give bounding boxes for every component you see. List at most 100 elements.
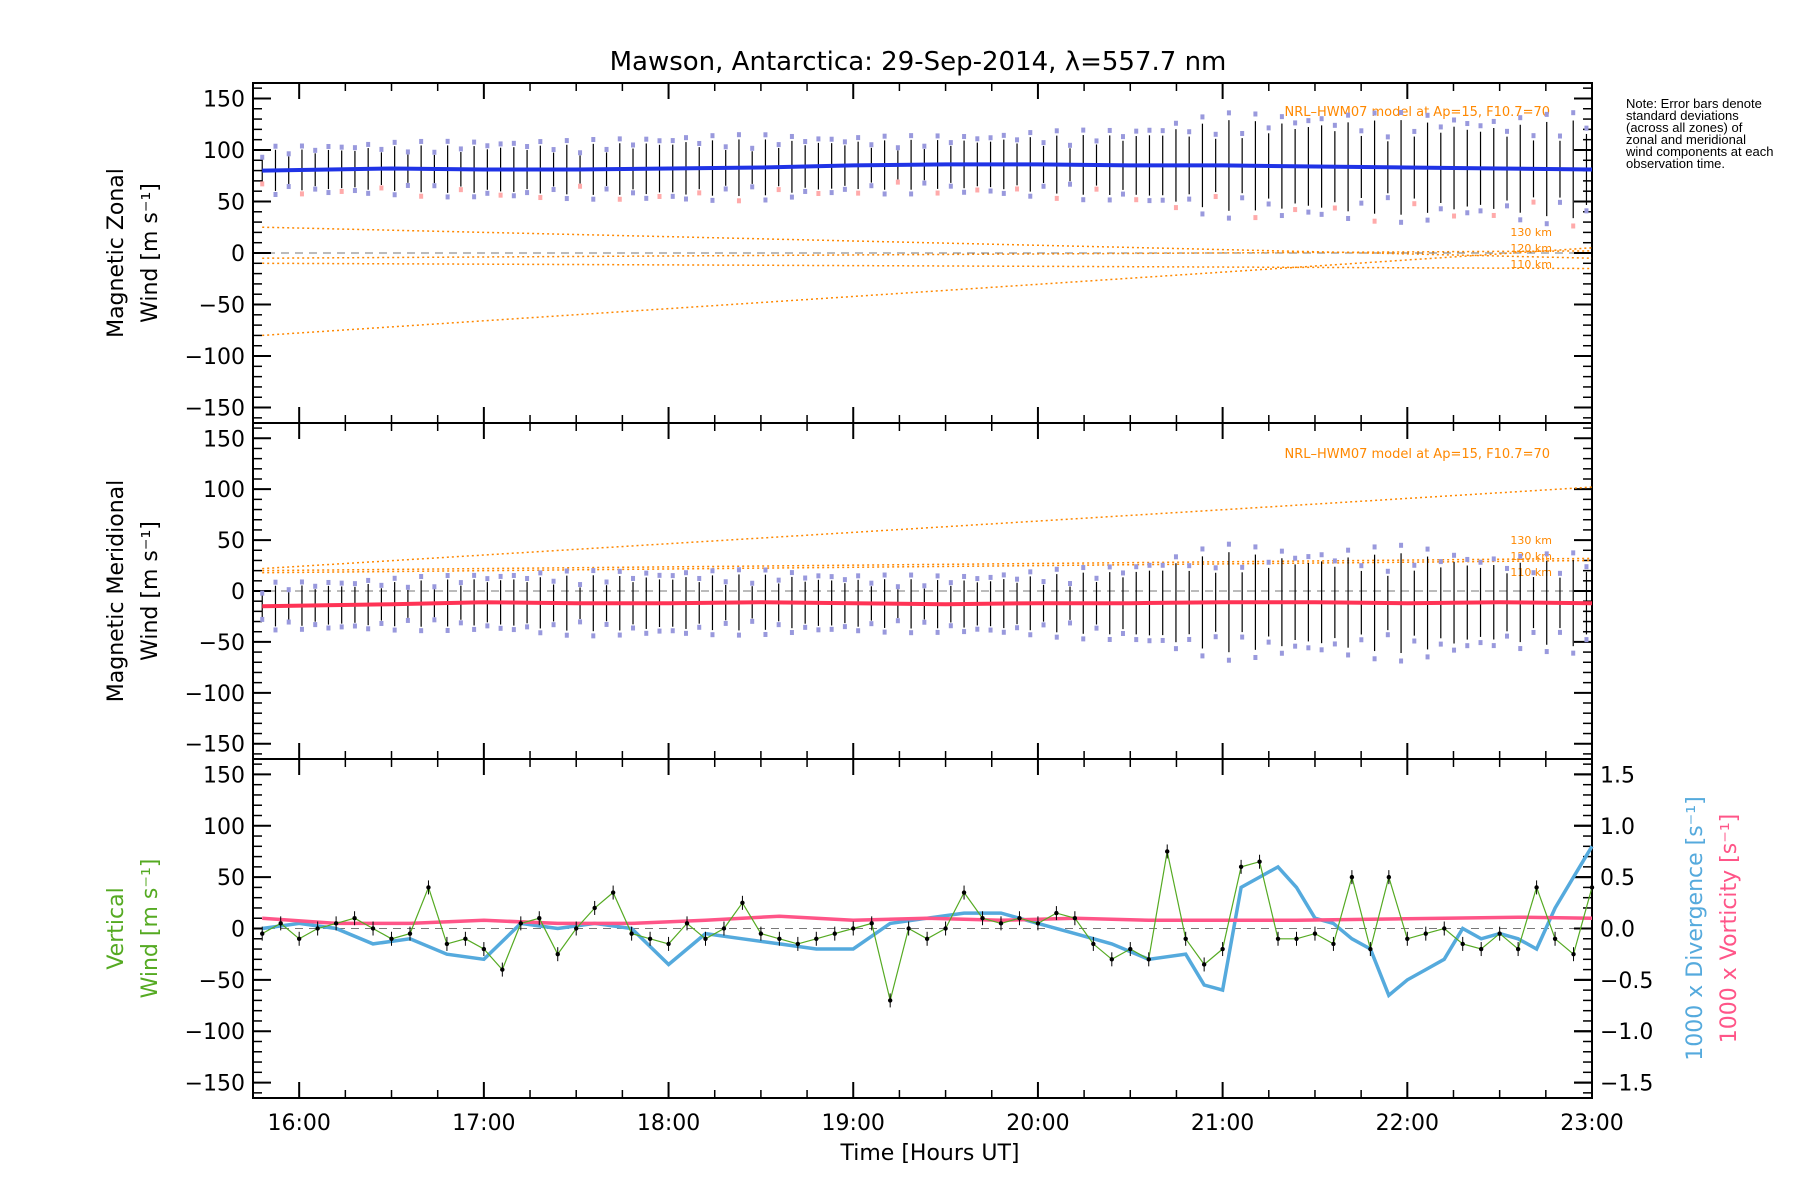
- zone-marker: [948, 580, 953, 586]
- vertical-wind-point: [1257, 859, 1262, 864]
- y-tick-label: 50: [217, 866, 245, 891]
- zone-marker: [1147, 198, 1152, 204]
- zone-marker: [816, 573, 821, 579]
- zone-marker: [1372, 544, 1377, 550]
- zone-marker: [485, 190, 490, 196]
- zone-marker: [988, 574, 993, 580]
- zone-marker: [1425, 217, 1430, 223]
- zone-marker: [1120, 570, 1125, 576]
- zone-marker: [379, 620, 384, 626]
- zone-marker: [948, 183, 953, 189]
- zone-marker: [697, 140, 702, 146]
- zone-marker: [723, 579, 728, 585]
- zone-marker: [776, 187, 781, 193]
- zone-marker: [564, 568, 569, 574]
- zone-marker: [458, 146, 463, 152]
- zone-marker: [1557, 199, 1562, 205]
- zone-marker: [458, 580, 463, 586]
- zone-marker: [776, 142, 781, 148]
- zone-marker: [313, 583, 318, 589]
- zone-marker: [392, 627, 397, 633]
- zone-marker: [617, 136, 622, 142]
- zone-marker: [723, 620, 728, 626]
- vertical-wind-point: [1589, 885, 1595, 890]
- zone-marker: [1372, 218, 1377, 224]
- zone-marker: [1160, 128, 1165, 134]
- zone-marker: [1293, 120, 1298, 126]
- zone-marker: [962, 134, 967, 140]
- y-tick-label: −50: [199, 294, 245, 319]
- zone-marker: [1001, 132, 1006, 138]
- x-tick-label: 22:00: [1376, 1111, 1439, 1136]
- zone-marker: [869, 580, 874, 586]
- zone-marker: [1253, 111, 1258, 117]
- zone-marker: [856, 135, 861, 141]
- zone-marker: [1438, 124, 1443, 130]
- zone-marker: [326, 625, 331, 631]
- zone-marker: [1081, 565, 1086, 571]
- zone-marker: [498, 573, 503, 579]
- zone-marker: [1068, 620, 1073, 626]
- zone-marker: [1332, 558, 1337, 564]
- zone-marker: [366, 190, 371, 196]
- y2-tick-label: −1.0: [1600, 1020, 1653, 1045]
- zone-marker: [1266, 125, 1271, 131]
- zone-marker: [445, 573, 450, 579]
- zone-marker: [525, 575, 530, 581]
- zone-marker: [975, 136, 980, 142]
- zone-marker: [286, 587, 291, 593]
- zone-marker: [578, 619, 583, 625]
- zone-marker: [710, 632, 715, 638]
- zone-marker: [578, 150, 583, 156]
- zone-marker: [1173, 554, 1178, 560]
- zone-marker: [1571, 550, 1576, 556]
- zone-marker: [763, 132, 768, 138]
- zone-marker: [511, 140, 516, 146]
- y-tick-label: −50: [199, 631, 245, 656]
- vertical-wind-point: [574, 926, 579, 931]
- zone-marker: [1505, 203, 1510, 209]
- zone-marker: [1505, 633, 1510, 639]
- zone-marker: [1465, 556, 1470, 562]
- zone-marker: [1584, 125, 1589, 131]
- zone-marker: [1068, 142, 1073, 148]
- zone-marker: [538, 195, 543, 201]
- vertical-wind-point: [740, 900, 745, 906]
- zone-marker: [1438, 559, 1443, 565]
- zone-marker: [962, 629, 967, 635]
- zone-marker: [723, 144, 728, 150]
- zone-marker: [670, 193, 675, 199]
- zone-marker: [697, 190, 702, 196]
- zone-marker: [1107, 127, 1112, 133]
- zone-marker: [432, 584, 437, 590]
- zone-marker: [1054, 566, 1059, 572]
- zone-marker: [445, 627, 450, 633]
- zone-marker: [591, 568, 596, 574]
- zone-marker: [472, 626, 477, 632]
- zone-marker: [1213, 131, 1218, 137]
- zone-marker: [1173, 120, 1178, 126]
- zone-marker: [1187, 129, 1192, 135]
- zone-marker: [1200, 653, 1205, 659]
- zone-marker: [776, 622, 781, 628]
- zone-marker: [1544, 649, 1549, 655]
- zone-marker: [1332, 205, 1337, 211]
- zone-marker: [551, 578, 556, 584]
- zone-marker: [750, 618, 755, 624]
- vertical-wind-point: [1478, 946, 1484, 952]
- zone-marker: [1266, 639, 1271, 645]
- y-tick-label: 100: [203, 815, 245, 840]
- zone-marker: [1306, 118, 1311, 124]
- zone-marker: [313, 622, 318, 628]
- vertical-wind-point: [1497, 931, 1502, 936]
- zone-marker: [657, 628, 662, 634]
- zone-marker: [485, 576, 490, 582]
- zone-marker: [1147, 562, 1152, 568]
- zone-marker: [1160, 197, 1165, 203]
- vertical-wind-point: [1515, 946, 1521, 952]
- vertical-wind-line: [261, 851, 1593, 1001]
- zone-marker: [1478, 208, 1483, 214]
- zone-marker: [763, 197, 768, 203]
- model-line: [262, 262, 1593, 270]
- zone-marker: [260, 616, 265, 622]
